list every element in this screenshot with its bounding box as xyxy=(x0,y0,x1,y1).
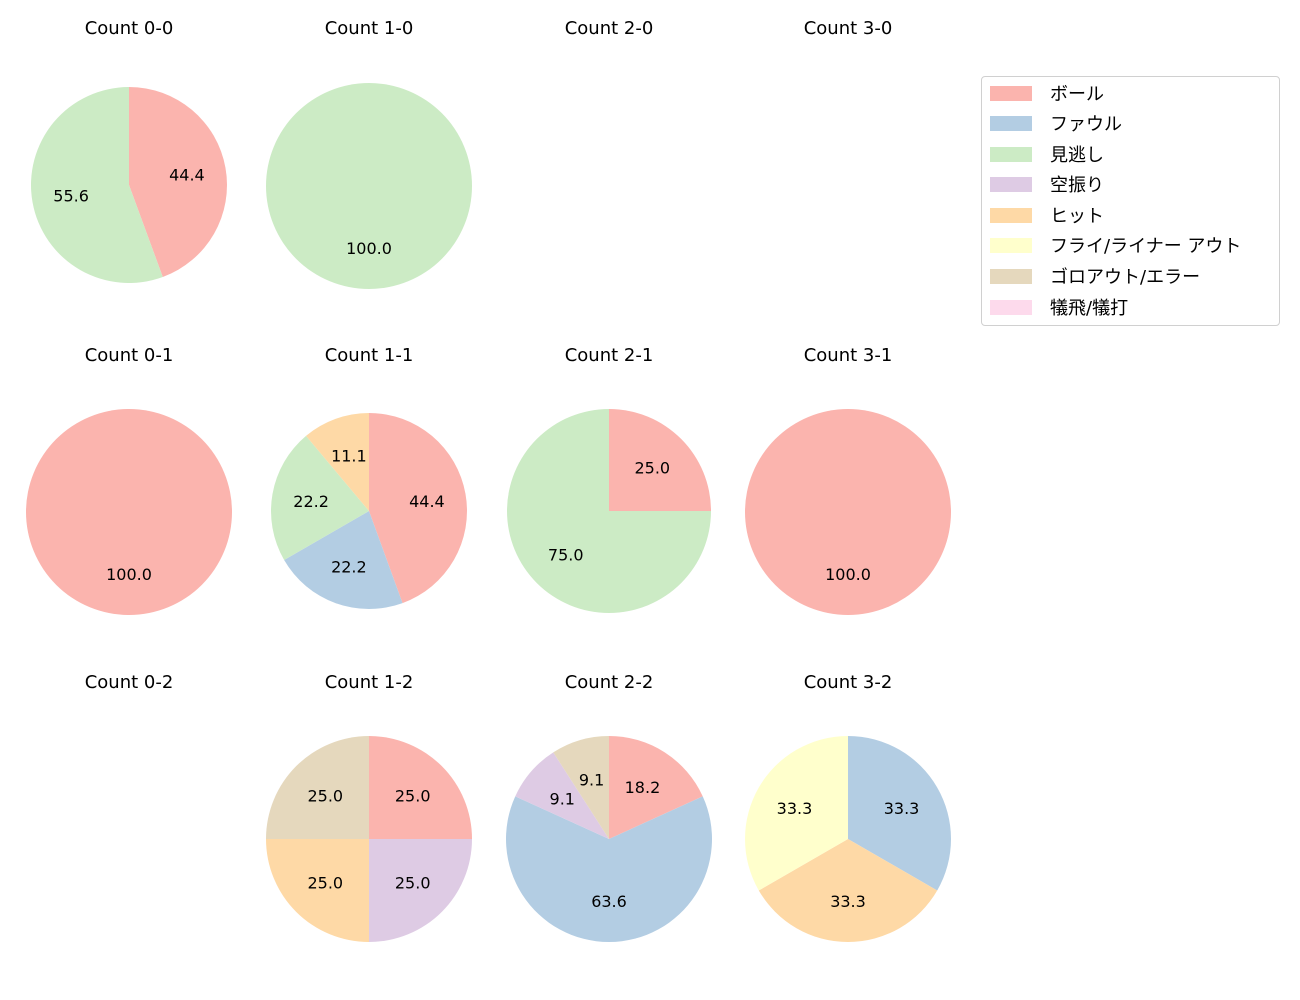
pie-slice xyxy=(369,736,472,839)
legend-swatch xyxy=(990,207,1032,223)
pie-slice xyxy=(369,413,467,604)
pie-slice xyxy=(266,736,369,839)
legend: ボール ファウル 見逃し 空振り ヒット フライ/ライナー アウト ゴロアウト/… xyxy=(981,76,1280,326)
legend-item-sacrifice: 犠飛/犠打 xyxy=(990,295,1128,319)
legend-swatch xyxy=(990,115,1032,131)
legend-label: ゴロアウト/エラー xyxy=(1050,267,1201,288)
pie-title: Count 3-0 xyxy=(804,18,893,39)
pie-slice xyxy=(609,409,711,511)
legend-swatch xyxy=(990,268,1032,284)
slice-value-label: 11.1 xyxy=(331,447,367,466)
legend-item-called-strike: 見逃し xyxy=(990,142,1104,166)
slice-value-label: 100.0 xyxy=(346,239,392,258)
pie-panel: Count 3-1 100.0 xyxy=(745,345,951,615)
legend-swatch xyxy=(990,85,1032,101)
legend-label: 空振り xyxy=(1050,175,1104,196)
pie-title: Count 0-0 xyxy=(85,18,174,39)
slice-value-label: 44.4 xyxy=(169,166,205,185)
pie-title: Count 3-2 xyxy=(804,672,893,693)
slice-value-label: 25.0 xyxy=(307,874,343,893)
slice-value-label: 9.1 xyxy=(550,790,575,809)
legend-item-swinging-strike: 空振り xyxy=(990,172,1104,196)
legend-label: 見逃し xyxy=(1050,145,1104,166)
pie-slice xyxy=(369,839,472,942)
pie-slice xyxy=(266,839,369,942)
slice-value-label: 33.3 xyxy=(777,799,813,818)
pie-slice xyxy=(745,409,951,615)
legend-item-foul: ファウル xyxy=(990,111,1122,135)
pie-title: Count 1-1 xyxy=(325,345,414,366)
slice-value-label: 18.2 xyxy=(625,778,661,797)
slice-value-label: 33.3 xyxy=(884,799,920,818)
slice-value-label: 63.6 xyxy=(591,892,627,911)
pie-slice xyxy=(30,87,163,284)
slice-value-label: 44.4 xyxy=(409,492,445,511)
pie-panel: Count 1-0 100.0 xyxy=(266,18,472,289)
slice-value-label: 22.2 xyxy=(331,557,367,576)
pie-slice xyxy=(515,752,609,839)
pie-title: Count 3-1 xyxy=(804,345,893,366)
legend-item-hit: ヒット xyxy=(990,203,1104,227)
pie-slice xyxy=(271,435,369,560)
pie-slice xyxy=(306,413,369,511)
slice-value-label: 25.0 xyxy=(634,459,670,478)
legend-swatch xyxy=(990,237,1032,253)
pie-slice xyxy=(758,839,938,942)
slice-value-label: 25.0 xyxy=(395,786,431,805)
legend-item-ball: ボール xyxy=(990,81,1104,105)
pie-slice xyxy=(609,736,703,839)
pie-title: Count 0-2 xyxy=(85,672,174,693)
slice-value-label: 100.0 xyxy=(825,565,871,584)
pie-panel: Count 1-2 25.0 25.0 25.0 25.0 xyxy=(266,672,472,942)
pie-title: Count 0-1 xyxy=(85,345,174,366)
slice-value-label: 55.6 xyxy=(53,186,89,205)
pie-slice xyxy=(745,736,848,891)
pie-title: Count 2-1 xyxy=(565,345,654,366)
legend-label: 犠飛/犠打 xyxy=(1050,298,1129,319)
pie-panel: Count 1-1 44.4 22.2 22.2 11.1 xyxy=(271,345,467,609)
slice-value-label: 75.0 xyxy=(548,545,584,564)
slice-value-label: 22.2 xyxy=(293,492,329,511)
pie-title: Count 2-2 xyxy=(565,672,654,693)
pie-title: Count 2-0 xyxy=(565,18,654,39)
pie-panel: Count 2-2 18.2 63.6 9.19.1 xyxy=(506,672,712,942)
pie-slice xyxy=(507,409,711,613)
legend-swatch xyxy=(990,146,1032,162)
legend-label: ボール xyxy=(1050,84,1104,105)
pie-panel: Count 2-0 xyxy=(565,18,654,39)
pie-panel: Count 0-2 xyxy=(85,672,174,693)
pie-slice xyxy=(26,409,232,615)
pie-title: Count 1-2 xyxy=(325,672,414,693)
pie-slice xyxy=(266,83,472,289)
pie-slice xyxy=(284,511,403,609)
slice-value-label: 33.3 xyxy=(830,892,866,911)
legend-item-fly-liner-out: フライ/ライナー アウト xyxy=(990,233,1241,257)
pie-panel: Count 0-0 44.4 55.6 xyxy=(30,18,227,284)
legend-swatch xyxy=(990,176,1032,192)
pie-panel: Count 2-1 25.0 75.0 xyxy=(507,345,711,613)
pie-panel: Count 0-1 100.0 xyxy=(26,345,232,615)
pie-panel: Count 3-2 33.3 33.3 33.3 xyxy=(745,672,951,942)
slice-value-label: 25.0 xyxy=(307,786,343,805)
pie-slice xyxy=(553,736,609,839)
legend-label: ファウル xyxy=(1050,114,1122,135)
pie-slice xyxy=(129,87,227,277)
legend-label: フライ/ライナー アウト xyxy=(1050,236,1242,257)
pie-slice xyxy=(506,796,712,942)
slice-value-label: 25.0 xyxy=(395,874,431,893)
legend-swatch xyxy=(990,299,1032,315)
legend-label: ヒット xyxy=(1050,206,1104,227)
pie-slice xyxy=(848,736,951,891)
legend-item-grounder-out-error: ゴロアウト/エラー xyxy=(990,264,1200,288)
slice-value-label: 100.0 xyxy=(106,565,152,584)
pie-panel: Count 3-0 xyxy=(804,18,893,39)
slice-value-label: 9.1 xyxy=(579,771,604,790)
pie-title: Count 1-0 xyxy=(325,18,414,39)
